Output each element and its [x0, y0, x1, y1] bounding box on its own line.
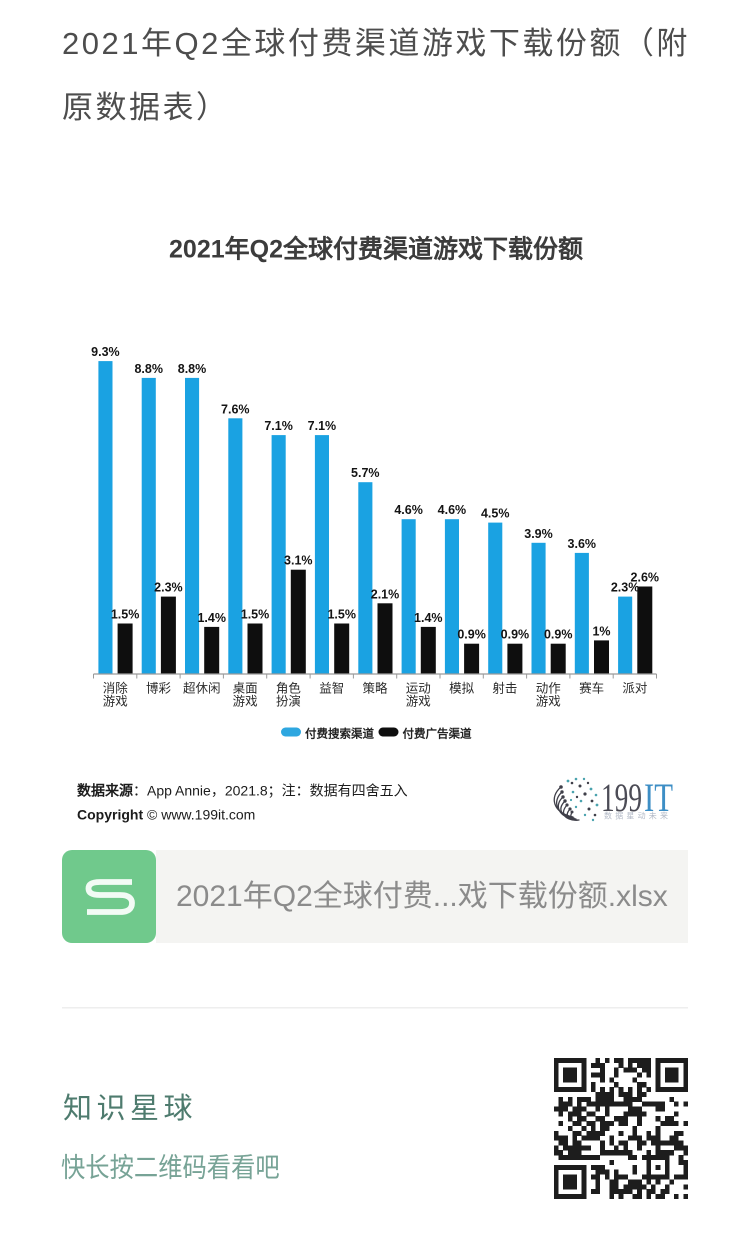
svg-text:赛车: 赛车 — [579, 681, 604, 696]
svg-text:策略: 策略 — [362, 681, 388, 696]
svg-text:7.6%: 7.6% — [221, 402, 250, 416]
svg-text:2.6%: 2.6% — [631, 571, 660, 585]
svg-text:派对: 派对 — [622, 682, 647, 696]
svg-text:199: 199 — [601, 775, 642, 820]
svg-text:游戏: 游戏 — [233, 695, 258, 709]
svg-text:博彩: 博彩 — [146, 681, 172, 696]
svg-text:付费搜索渠道: 付费搜索渠道 — [305, 727, 374, 741]
svg-text:8.8%: 8.8% — [178, 362, 207, 376]
svg-text:1.4%: 1.4% — [197, 611, 226, 625]
svg-text:游戏: 游戏 — [406, 695, 431, 709]
svg-text:益智: 益智 — [319, 681, 344, 696]
svg-text:数据来源：App Annie，2021.8；注：数据有四舍五: 数据来源：App Annie，2021.8；注：数据有四舍五入 — [77, 783, 408, 800]
svg-text:3.6%: 3.6% — [568, 537, 597, 551]
svg-text:8.8%: 8.8% — [134, 362, 163, 376]
svg-text:1%: 1% — [592, 624, 610, 638]
svg-text:5.7%: 5.7% — [351, 466, 380, 480]
svg-text:运动: 运动 — [406, 682, 431, 696]
svg-text:7.1%: 7.1% — [308, 419, 337, 433]
svg-text:7.1%: 7.1% — [264, 419, 293, 433]
svg-text:IT: IT — [644, 775, 673, 820]
svg-text:付费广告渠道: 付费广告渠道 — [403, 727, 472, 741]
svg-text:2.3%: 2.3% — [611, 581, 640, 595]
svg-text:动作: 动作 — [536, 682, 562, 696]
svg-text:4.6%: 4.6% — [394, 503, 423, 517]
svg-text:超休闲: 超休闲 — [183, 681, 221, 696]
svg-text:0.9%: 0.9% — [544, 628, 573, 642]
svg-text:0.9%: 0.9% — [501, 628, 530, 642]
svg-text:Copyright © www.199it.com: Copyright © www.199it.com — [77, 807, 255, 823]
svg-text:游戏: 游戏 — [103, 695, 128, 709]
svg-text:0.9%: 0.9% — [457, 628, 486, 642]
svg-text:角色: 角色 — [276, 681, 302, 696]
svg-text:2.3%: 2.3% — [154, 581, 183, 595]
svg-text:4.5%: 4.5% — [481, 507, 510, 521]
svg-text:1.4%: 1.4% — [414, 611, 443, 625]
svg-text:1.5%: 1.5% — [327, 608, 356, 622]
svg-text:2.1%: 2.1% — [371, 587, 400, 601]
svg-text:3.9%: 3.9% — [524, 527, 553, 541]
svg-text:桌面: 桌面 — [233, 682, 258, 696]
svg-text:1.5%: 1.5% — [241, 608, 270, 622]
svg-text:射击: 射击 — [492, 681, 517, 696]
svg-text:2021年Q2全球付费渠道游戏下载份额: 2021年Q2全球付费渠道游戏下载份额 — [169, 235, 583, 264]
svg-text:3.1%: 3.1% — [284, 554, 313, 568]
svg-text:1.5%: 1.5% — [111, 608, 140, 622]
svg-text:游戏: 游戏 — [536, 695, 561, 709]
svg-text:4.6%: 4.6% — [438, 503, 467, 517]
svg-text:模拟: 模拟 — [449, 682, 475, 696]
svg-text:数据星动未来: 数据星动未来 — [604, 811, 671, 821]
svg-text:消除: 消除 — [103, 681, 129, 696]
svg-text:9.3%: 9.3% — [91, 345, 120, 359]
svg-text:扮演: 扮演 — [276, 694, 301, 709]
